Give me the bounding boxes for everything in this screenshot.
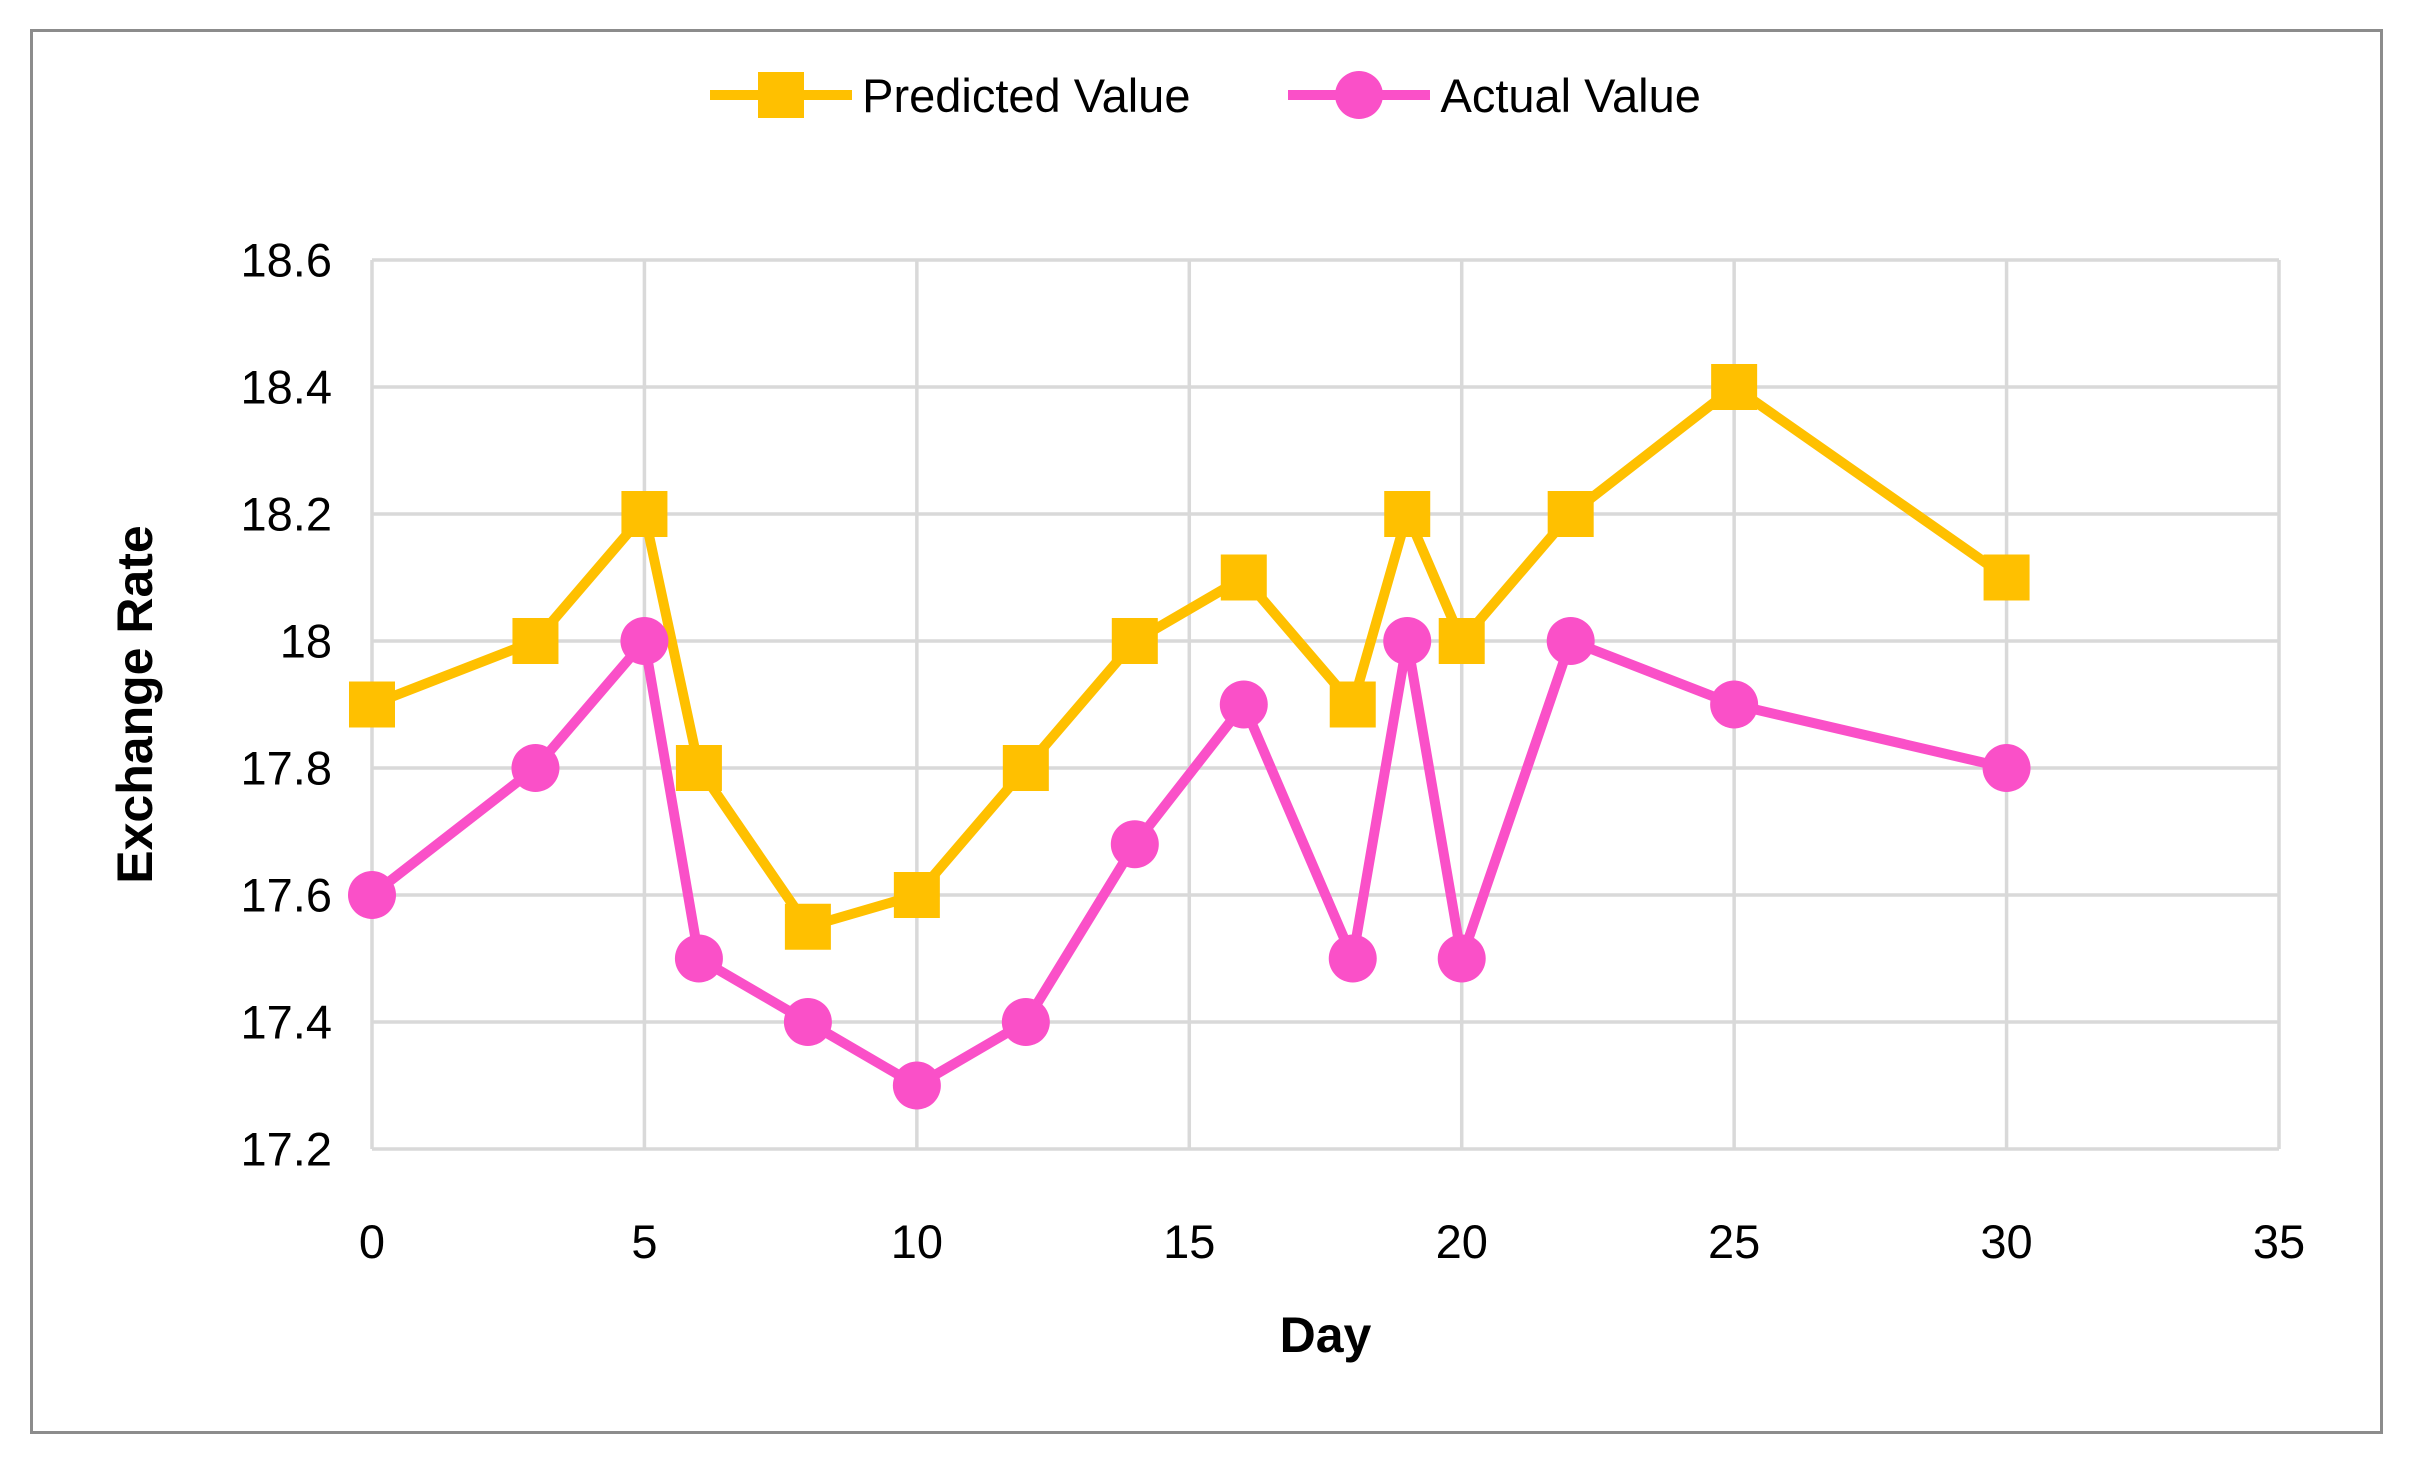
legend-item-predicted: Predicted Value xyxy=(710,70,1190,120)
x-tick-label: 5 xyxy=(631,1215,657,1268)
data-point-marker xyxy=(783,998,832,1046)
data-point-marker xyxy=(1437,934,1486,983)
data-point-marker xyxy=(620,617,669,665)
data-point-marker xyxy=(512,618,559,664)
x-tick-label: 15 xyxy=(1163,1215,1215,1268)
actual-series-marker-icon xyxy=(1288,70,1431,120)
chart-legend: Predicted Value Actual Value xyxy=(0,70,2411,120)
x-tick-label: 25 xyxy=(1708,1215,1760,1268)
data-point-marker xyxy=(892,1061,941,1110)
data-point-marker xyxy=(1001,998,1050,1046)
y-tick-label: 18 xyxy=(280,614,332,667)
y-tick-label: 17.4 xyxy=(241,995,332,1048)
y-tick-label: 17.2 xyxy=(241,1122,332,1175)
data-point-marker xyxy=(1002,745,1049,791)
data-point-marker xyxy=(621,491,668,537)
x-tick-label: 10 xyxy=(891,1215,943,1268)
legend-label-actual: Actual Value xyxy=(1440,68,1701,122)
predicted-series-marker-icon xyxy=(710,70,853,120)
data-point-marker xyxy=(675,745,722,791)
data-point-marker xyxy=(674,934,723,983)
data-point-marker xyxy=(1711,364,1758,410)
data-point-marker xyxy=(1220,554,1267,601)
data-point-marker xyxy=(1329,681,1376,728)
y-tick-label: 18.6 xyxy=(241,233,332,286)
data-point-marker xyxy=(1547,491,1594,537)
square-marker-icon xyxy=(758,72,805,118)
y-tick-label: 17.8 xyxy=(241,741,332,794)
x-tick-label: 35 xyxy=(2253,1215,2305,1268)
x-tick-label: 0 xyxy=(359,1215,385,1268)
legend-label-predicted: Predicted Value xyxy=(862,68,1191,122)
legend-item-actual: Actual Value xyxy=(1288,68,1701,122)
data-point-marker xyxy=(1111,618,1158,664)
data-point-marker xyxy=(511,744,560,792)
data-point-marker xyxy=(348,871,396,919)
circle-marker-icon xyxy=(1335,71,1384,119)
data-point-marker xyxy=(1438,618,1485,664)
data-point-marker xyxy=(1982,744,2031,792)
data-point-marker xyxy=(1219,680,1268,729)
x-tick-label: 30 xyxy=(1980,1215,2032,1268)
data-point-marker xyxy=(1710,680,1759,729)
x-tick-label: 20 xyxy=(1436,1215,1488,1268)
data-point-marker xyxy=(1383,617,1432,665)
x-axis-title: Day xyxy=(1280,1307,1372,1363)
data-point-marker xyxy=(1110,820,1159,869)
data-point-marker xyxy=(893,872,940,918)
y-tick-label: 18.4 xyxy=(241,360,332,413)
data-point-marker xyxy=(784,903,831,950)
data-point-marker xyxy=(1328,934,1377,983)
y-tick-label: 17.6 xyxy=(241,868,332,921)
data-point-marker xyxy=(1384,491,1431,537)
data-point-marker xyxy=(1546,617,1595,665)
data-point-marker xyxy=(1983,554,2030,601)
data-point-marker xyxy=(349,681,395,728)
y-axis-title: Exchange Rate xyxy=(107,525,163,883)
y-tick-label: 18.2 xyxy=(241,487,332,540)
chart-frame xyxy=(30,29,2383,1434)
